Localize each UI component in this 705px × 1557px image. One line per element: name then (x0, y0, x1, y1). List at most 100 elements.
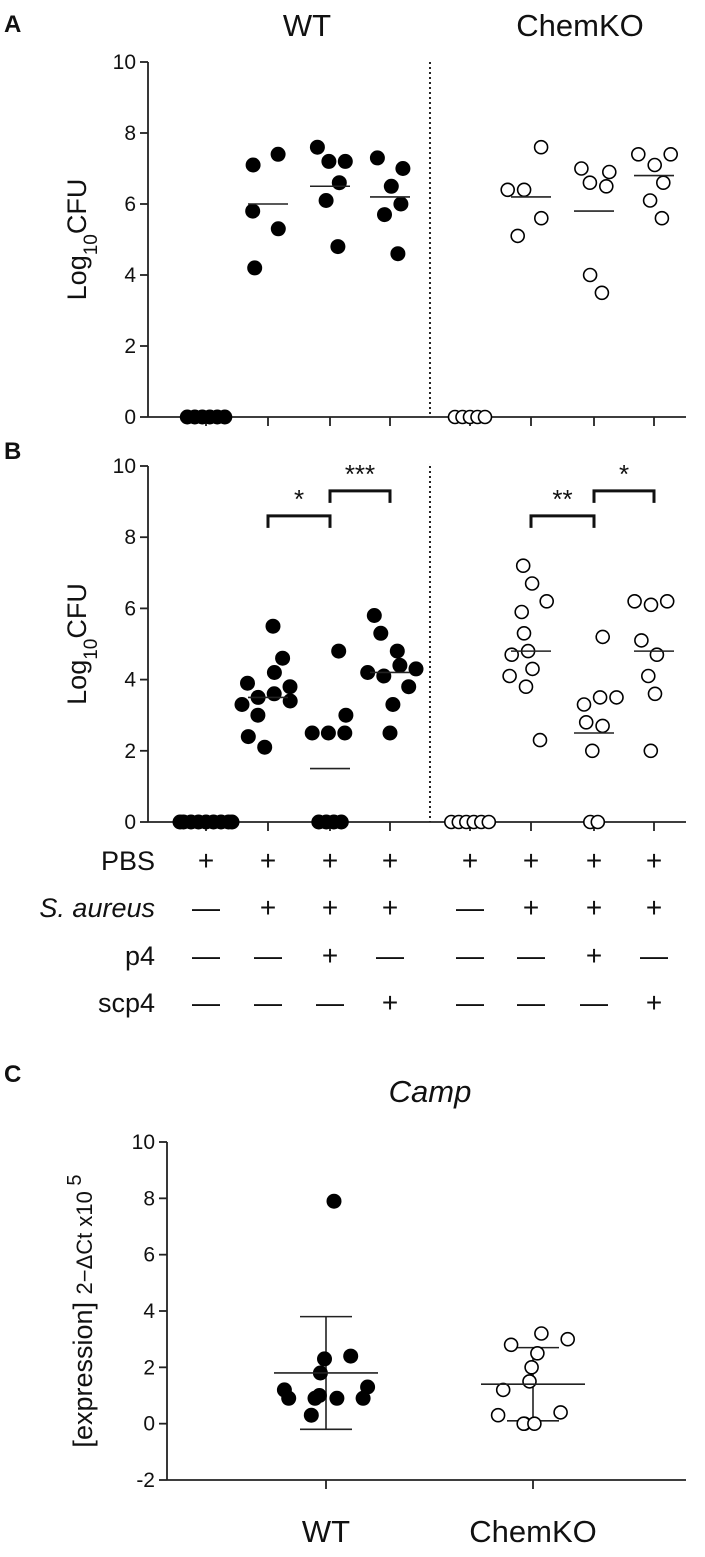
panel-b-data-point (257, 739, 273, 755)
panel-a-data-point (377, 207, 392, 223)
panel-c-data-point (281, 1390, 297, 1406)
panel-a-data-point (270, 221, 286, 237)
panel-a-data-point (477, 409, 493, 425)
panel-c-data-point (360, 1379, 376, 1395)
panel-b-data-point (408, 661, 424, 677)
panel-a-data-point (533, 210, 549, 226)
panel-c-y-tick-label: 10 (132, 1131, 155, 1154)
panel-a-data-point (390, 246, 406, 262)
panel-a-data-point (330, 239, 346, 255)
panel-a-y-tick-label: 8 (124, 122, 136, 145)
panel-b-data-point (304, 725, 320, 741)
condition-sign: — (254, 987, 282, 1018)
chemko-group-title: ChemKO (516, 8, 643, 43)
panel-a-data-point (395, 161, 411, 176)
condition-sign: + (586, 940, 602, 971)
panel-b-data-point (481, 814, 497, 830)
condition-sign: — (517, 940, 545, 971)
condition-sign: + (646, 892, 662, 923)
panel-b-data-point (640, 668, 656, 684)
panel-a-data-point (383, 178, 399, 194)
panel-a-y-tick-label: 4 (124, 264, 136, 287)
panel-b-data-point (515, 558, 531, 574)
panel-c-data-point (329, 1390, 345, 1406)
panel-b-significance-label: * (619, 459, 629, 489)
panel-b-y-tick-label: 4 (124, 669, 136, 692)
panel-a-data-point (247, 260, 263, 276)
panel-a-data-point (510, 228, 526, 244)
panel-a-y-tick-label: 10 (113, 51, 136, 74)
panel-b-data-point (389, 643, 405, 659)
panel-b-data-point (649, 647, 665, 663)
condition-sign: — (456, 892, 484, 923)
panel-c-data-point (524, 1360, 539, 1375)
condition-sign: + (198, 845, 214, 876)
panel-b-data-point (250, 707, 266, 723)
panel-c-data-point (355, 1390, 371, 1406)
condition-sign: — (192, 892, 220, 923)
panel-b-data-point (584, 743, 600, 759)
panel-c-data-point (522, 1374, 537, 1389)
panel-b-data-point (634, 633, 649, 648)
panel-b-data-point (592, 690, 608, 705)
panel-a-letter: A (4, 11, 21, 38)
panel-c-data-point (495, 1382, 511, 1398)
condition-label: PBS (101, 846, 155, 876)
panel-b-data-point (576, 697, 592, 712)
panel-b-significance-bracket (592, 489, 656, 503)
panel-a-data-point (598, 179, 614, 194)
condition-label: S. aureus (39, 893, 155, 923)
condition-sign: + (260, 845, 276, 876)
panel-a-data-point (647, 157, 663, 173)
panel-b-data-point (525, 661, 540, 677)
condition-sign: + (646, 987, 662, 1018)
condition-sign: — (517, 987, 545, 1018)
condition-sign: — (192, 987, 220, 1018)
panel-b-data-point (524, 576, 540, 591)
condition-label: p4 (125, 941, 155, 971)
condition-label: scp4 (98, 988, 155, 1018)
condition-sign: + (322, 892, 338, 923)
panel-b-data-point (539, 593, 555, 609)
panel-b-data-point (224, 814, 240, 830)
panel-b-data-point (366, 608, 382, 623)
panel-b-data-point (240, 729, 256, 745)
panel-c-data-point (530, 1346, 545, 1361)
condition-sign: + (586, 845, 602, 876)
panel-b-data-point (266, 686, 282, 702)
panel-b-data-point (643, 597, 659, 613)
panel-b-data-point (504, 647, 520, 663)
panel-b-y-tick-label: 8 (124, 526, 136, 549)
panel-b-data-point (401, 679, 417, 695)
panel-b-data-point (382, 725, 398, 741)
panel-b-y-tick-label: 2 (124, 740, 136, 763)
condition-sign: + (322, 940, 338, 971)
panel-c-data-point (490, 1407, 506, 1423)
panel-c-letter: C (4, 1061, 21, 1088)
panel-b-y-axis-label: Log10CFU (62, 583, 102, 705)
panel-c-y-tick-label: -2 (136, 1469, 155, 1492)
panel-c-data-point (303, 1407, 319, 1423)
panel-c-data-point (527, 1416, 542, 1431)
panel-b-significance-label: * (294, 484, 304, 514)
panel-b-y-tick-label: 10 (113, 455, 136, 478)
panel-a-data-point (516, 182, 532, 198)
condition-sign: — (254, 940, 282, 971)
panel-b-y-tick-label: 0 (124, 811, 136, 834)
panel-b-data-point (578, 714, 594, 730)
panel-a-data-point (270, 146, 286, 162)
panel-a-data-point (309, 139, 325, 155)
panel-c-x-tick-label: WT (302, 1514, 350, 1549)
panel-a-data-point (582, 267, 598, 283)
panel-c-data-point (307, 1390, 323, 1406)
panel-b-data-point (392, 657, 408, 673)
condition-sign: — (456, 987, 484, 1018)
panel-b-data-point (331, 643, 347, 659)
panel-a-y-axis-label: Log10CFU (62, 179, 102, 301)
panel-a-y-tick-label: 2 (124, 335, 136, 358)
condition-sign: — (580, 987, 608, 1018)
panel-b-data-point (373, 625, 389, 641)
panel-a-data-point (318, 193, 334, 208)
panel-b-data-point (333, 814, 349, 830)
